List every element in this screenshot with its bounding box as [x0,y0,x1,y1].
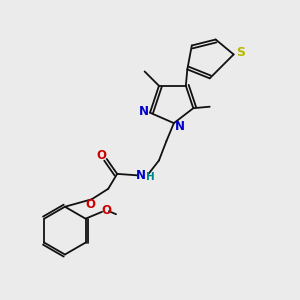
Text: N: N [138,105,148,118]
Text: H: H [146,172,154,182]
Text: O: O [101,204,111,217]
Text: S: S [236,46,245,59]
Text: O: O [85,198,95,211]
Text: N: N [136,169,146,182]
Text: O: O [96,149,106,163]
Text: N: N [175,120,185,133]
